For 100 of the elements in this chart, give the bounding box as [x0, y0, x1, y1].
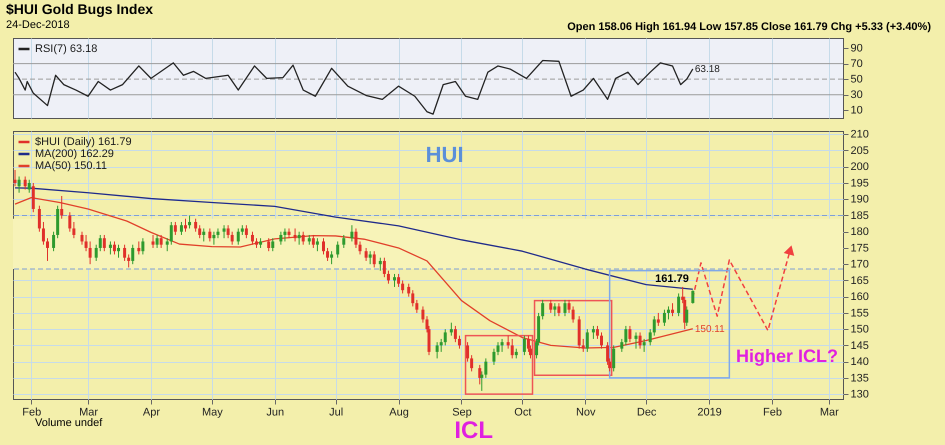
- candlestick: [496, 342, 500, 356]
- y-tick-label: 135: [850, 372, 869, 384]
- x-tick-label: Mar: [820, 406, 840, 418]
- candlestick: [358, 240, 362, 255]
- candlestick: [470, 354, 474, 372]
- candlestick: [638, 332, 642, 350]
- candlestick: [421, 306, 424, 324]
- legend-label: $HUI (Daily) 161.79: [35, 136, 132, 148]
- candlestick: [671, 302, 674, 317]
- candlestick: [397, 273, 400, 288]
- y-tick-label: 205: [850, 144, 869, 157]
- candlestick: [202, 228, 206, 242]
- candlestick: [378, 257, 382, 272]
- candlestick: [250, 231, 254, 246]
- candlestick: [98, 234, 102, 252]
- candlestick: [620, 338, 624, 352]
- x-tick-label: Feb: [762, 406, 782, 418]
- candlestick: [102, 234, 106, 252]
- candlestick: [294, 228, 297, 242]
- candlestick: [68, 212, 72, 232]
- candlestick: [386, 270, 390, 284]
- y-tick-label: 50: [850, 74, 863, 86]
- candlestick: [127, 254, 130, 268]
- candlestick: [350, 224, 354, 242]
- y-tick-label: 190: [850, 194, 869, 206]
- candlestick: [411, 290, 414, 307]
- candlestick: [84, 234, 88, 252]
- candlestick: [312, 234, 315, 248]
- candlestick: [480, 370, 484, 392]
- text: Volume undef: [35, 417, 104, 429]
- candlestick: [557, 302, 560, 317]
- candlestick: [72, 221, 76, 239]
- x-tick-label: Jun: [266, 406, 284, 418]
- candlestick: [316, 238, 319, 252]
- candlestick: [24, 176, 27, 190]
- candlestick: [666, 306, 670, 320]
- candlestick: [450, 322, 453, 336]
- candlestick: [112, 240, 116, 255]
- candlestick: [549, 299, 552, 314]
- y-tick-label: 145: [850, 340, 869, 352]
- candlestick: [553, 302, 556, 317]
- y-tick-label: 165: [850, 274, 869, 287]
- candlestick: [230, 231, 234, 246]
- y-tick-label: 200: [850, 161, 869, 174]
- candlestick: [586, 328, 589, 352]
- y-tick-label: 210: [850, 128, 869, 141]
- candlestick: [458, 335, 461, 350]
- chart-subtitle: 24-Dec-2018: [6, 19, 70, 31]
- candlestick: [492, 348, 496, 366]
- candlestick: [415, 299, 418, 314]
- candlestick: [393, 273, 396, 288]
- candlestick: [188, 214, 192, 229]
- x-tick-label: Feb: [22, 406, 42, 418]
- candlestick: [364, 247, 368, 262]
- candlestick: [160, 234, 163, 248]
- y-tick-label: 10: [850, 104, 863, 117]
- candlestick: [117, 244, 120, 258]
- candlestick: [42, 221, 45, 246]
- candlestick: [596, 325, 599, 340]
- candlestick: [170, 221, 173, 246]
- chart-title: $HUI Gold Bugs Index: [6, 1, 154, 17]
- candlestick: [302, 231, 305, 246]
- candlestick: [32, 182, 35, 213]
- candlestick: [222, 224, 226, 239]
- candlestick: [568, 299, 571, 314]
- x-tick-label: Oct: [514, 406, 532, 418]
- candlestick: [212, 231, 216, 246]
- candlestick: [88, 240, 92, 265]
- candlestick: [440, 338, 443, 352]
- line-series: [14, 60, 694, 115]
- x-tick-label: 2019: [697, 406, 722, 418]
- candlestick: [436, 342, 439, 359]
- candlestick: [226, 224, 230, 239]
- candlestick: [336, 240, 340, 258]
- candlestick: [322, 238, 325, 255]
- candlestick: [582, 338, 585, 352]
- candlestick: [208, 228, 212, 242]
- y-tick-label: 90: [850, 42, 863, 55]
- candlestick: [240, 224, 244, 236]
- candlestick: [628, 325, 632, 343]
- candlestick: [572, 306, 575, 324]
- x-tick-label: Sep: [452, 406, 472, 418]
- candlestick: [354, 228, 358, 248]
- candlestick: [401, 280, 404, 294]
- y-tick-label: 70: [850, 58, 863, 70]
- candlestick: [174, 221, 177, 236]
- candlestick: [648, 328, 652, 346]
- data-label: 150.11: [694, 324, 726, 335]
- candlestick: [279, 231, 282, 246]
- y-tick-label: 185: [850, 210, 869, 222]
- candlestick: [216, 228, 220, 239]
- candlestick: [326, 247, 330, 262]
- candlestick: [677, 292, 680, 317]
- data-label: 63.18: [694, 64, 720, 75]
- candlestick: [14, 169, 17, 187]
- candlestick: [691, 290, 694, 304]
- candlestick: [382, 257, 386, 278]
- x-tick-label: Apr: [142, 406, 160, 418]
- candlestick: [141, 238, 144, 255]
- x-tick-label: Nov: [576, 406, 596, 418]
